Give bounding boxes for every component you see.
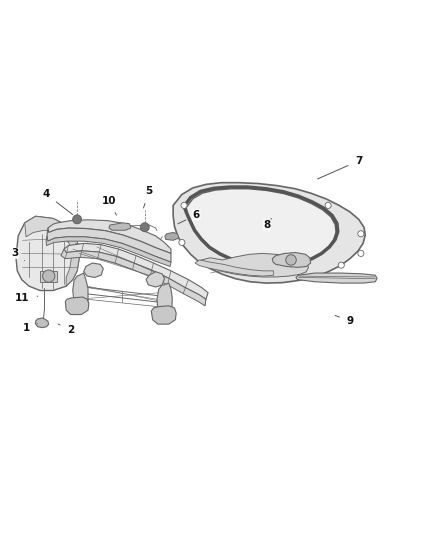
Polygon shape (48, 220, 171, 253)
Polygon shape (66, 236, 79, 286)
Polygon shape (65, 297, 89, 314)
Text: 4: 4 (43, 189, 73, 215)
Polygon shape (47, 228, 171, 262)
Circle shape (141, 223, 149, 231)
Polygon shape (146, 272, 164, 287)
Polygon shape (16, 216, 79, 290)
Polygon shape (84, 263, 103, 277)
Polygon shape (46, 236, 171, 266)
Polygon shape (61, 249, 206, 306)
Polygon shape (35, 318, 49, 328)
Polygon shape (272, 253, 311, 268)
Circle shape (179, 239, 185, 246)
Circle shape (286, 255, 296, 265)
Text: 6: 6 (178, 210, 200, 224)
Polygon shape (199, 253, 308, 277)
Polygon shape (296, 273, 377, 283)
Circle shape (181, 203, 187, 208)
Text: 7: 7 (318, 156, 362, 179)
Text: 10: 10 (102, 196, 117, 215)
Polygon shape (173, 183, 365, 283)
Polygon shape (73, 273, 88, 308)
Text: 2: 2 (58, 324, 74, 335)
Circle shape (42, 270, 55, 282)
Text: 11: 11 (15, 293, 38, 303)
Circle shape (358, 251, 364, 256)
Polygon shape (186, 189, 336, 266)
Polygon shape (25, 216, 77, 240)
Polygon shape (195, 260, 274, 276)
Polygon shape (151, 306, 176, 324)
Polygon shape (157, 283, 172, 317)
Polygon shape (109, 223, 131, 230)
Polygon shape (64, 244, 208, 299)
Text: 5: 5 (144, 187, 153, 208)
Text: 1: 1 (23, 324, 38, 334)
Circle shape (358, 231, 364, 237)
Circle shape (325, 203, 331, 208)
Text: 8: 8 (263, 219, 272, 230)
Text: 3: 3 (11, 248, 25, 261)
Polygon shape (165, 232, 179, 240)
Circle shape (73, 215, 81, 224)
Circle shape (338, 262, 344, 268)
Polygon shape (40, 271, 57, 282)
Text: 9: 9 (335, 316, 353, 326)
